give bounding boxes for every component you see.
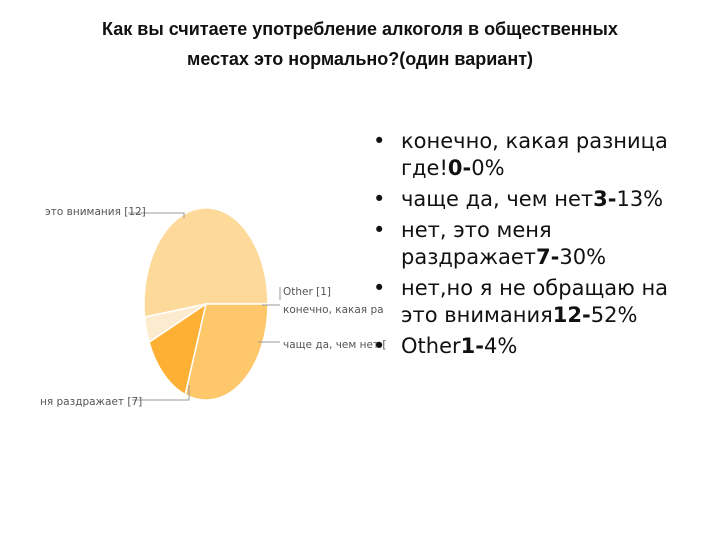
pie-slice xyxy=(143,207,269,318)
legend-list: • конечно, какая разница где!0-0% • чаще… xyxy=(373,128,703,364)
slice-label: чаще да, чем нет [ xyxy=(283,339,387,351)
legend-item-razdrazhaet: • нет, это меня раздражает7-30% xyxy=(373,217,703,271)
legend-percent: 52% xyxy=(590,303,638,327)
legend-count: 3- xyxy=(593,187,617,211)
legend-percent: 13% xyxy=(616,187,664,211)
bullet-icon: • xyxy=(373,276,386,300)
legend-text: нет, это меня раздражает xyxy=(401,218,552,269)
pie-slice xyxy=(184,303,269,401)
leader-line xyxy=(132,385,190,401)
slice-label: Other [1] xyxy=(283,286,331,298)
legend-item-ne-obrashchayu: • нет,но я не обращаю на это внимания12-… xyxy=(373,275,703,329)
legend-text: нет,но я не обращаю на это внимания xyxy=(401,276,669,327)
slice-label: это внимания [12] xyxy=(45,206,146,218)
bullet-icon: • xyxy=(373,218,386,242)
legend-count: 7- xyxy=(536,245,560,269)
legend-text: Other xyxy=(401,334,461,358)
legend-count: 1- xyxy=(460,334,484,358)
bullet-icon: • xyxy=(373,334,386,358)
legend-count: 12- xyxy=(552,303,591,327)
title-line-1: Как вы считаете употребление алкоголя в … xyxy=(102,19,618,39)
title-line-2: местах это нормально?(один вариант) xyxy=(187,49,533,69)
legend-count: 0- xyxy=(447,156,472,180)
legend-percent: 0% xyxy=(471,156,505,180)
legend-percent: 4% xyxy=(483,334,518,358)
legend-item-chashche: • чаще да, чем нет3-13% xyxy=(373,186,703,213)
legend-text: конечно, какая разница где! xyxy=(401,129,668,180)
pie-slice xyxy=(148,302,208,396)
leader-line xyxy=(128,212,185,218)
legend-item-other: • Other1-4% xyxy=(373,333,703,360)
chart-title: Как вы считаете употребление алкоголя в … xyxy=(40,14,680,74)
legend-text: чаще да, чем нет xyxy=(401,187,594,211)
slice-label: ня раздражает [7] xyxy=(40,396,142,408)
pie-slices xyxy=(143,207,269,401)
bullet-icon: • xyxy=(373,187,386,211)
bullet-icon: • xyxy=(373,129,386,153)
legend-percent: 30% xyxy=(559,245,607,269)
slice-label: конечно, какая ра xyxy=(283,304,384,316)
legend-item-konechno: • конечно, какая разница где!0-0% xyxy=(373,128,703,182)
